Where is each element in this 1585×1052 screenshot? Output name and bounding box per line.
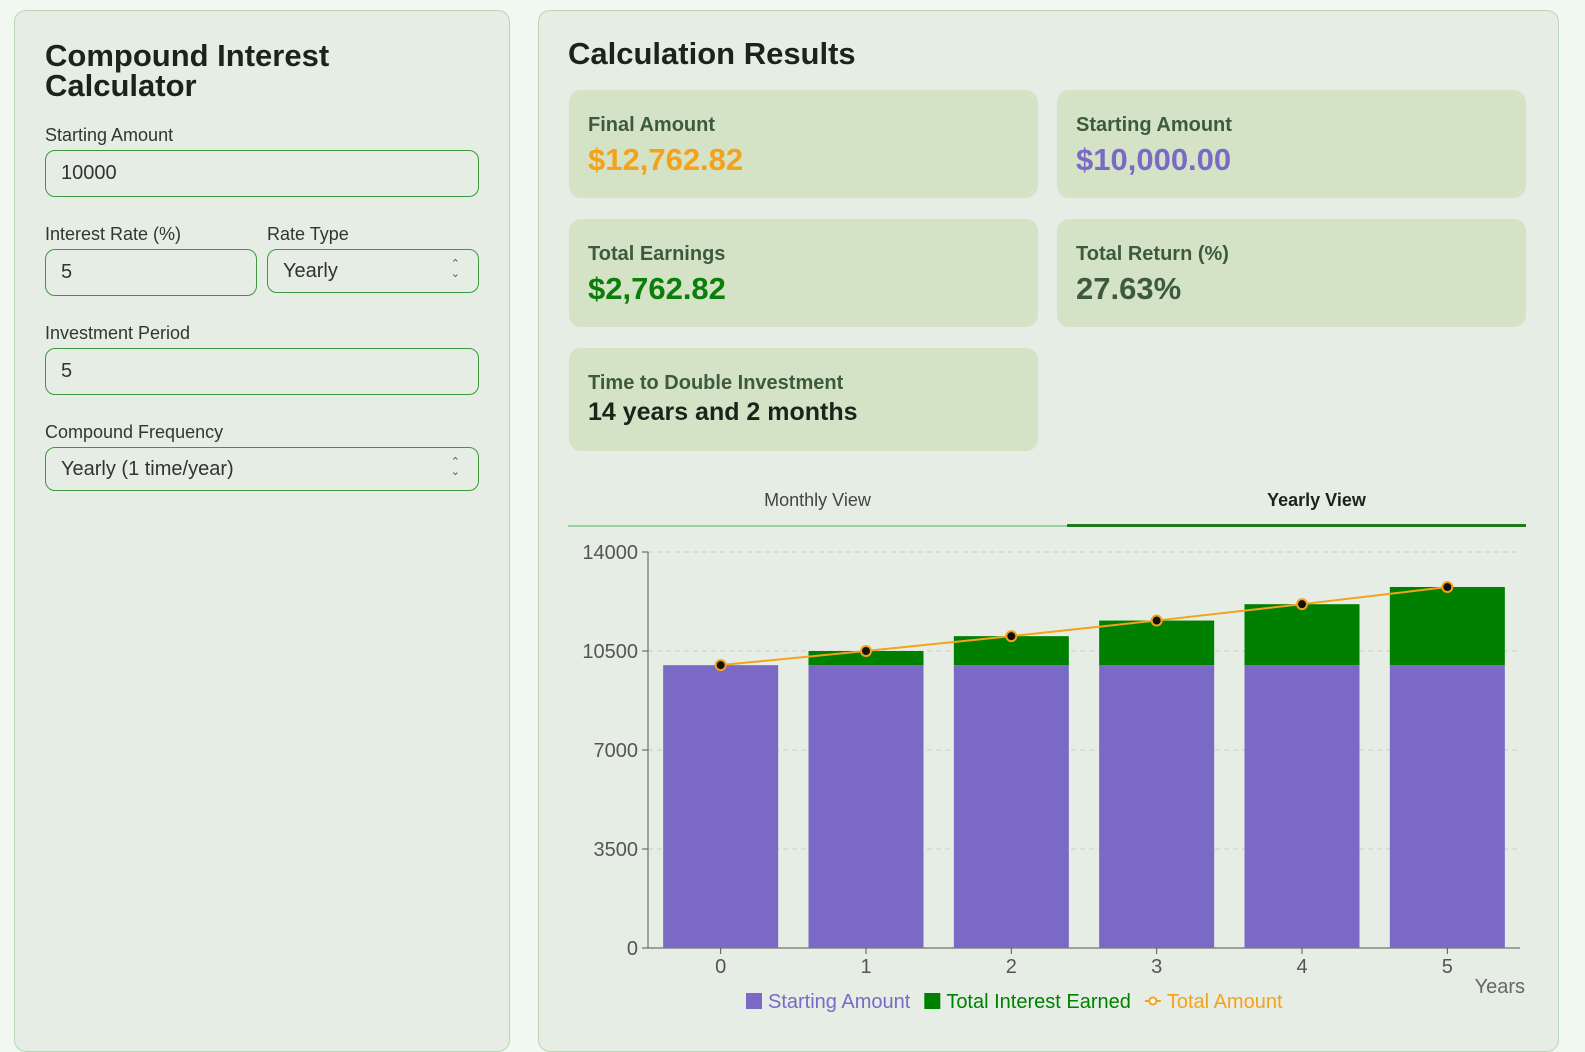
interest-rate-input[interactable]: 5 [45, 249, 257, 296]
legend-swatch [1148, 996, 1158, 1006]
card-label: Total Return (%) [1076, 243, 1229, 265]
bar-segment [1389, 665, 1505, 948]
bar-segment [1244, 604, 1360, 666]
x-tick-label: 5 [1442, 956, 1453, 978]
line [720, 586, 1448, 667]
card-label: Starting Amount [1076, 114, 1232, 136]
result-card: Total Return (%) 27.63% [1057, 219, 1526, 327]
y-tick-label: 7000 [594, 740, 639, 762]
line-point [714, 659, 727, 672]
card-value: $2,762.82 [588, 271, 726, 306]
bar-segment [1244, 665, 1360, 948]
y-tick-label: 0 [627, 938, 638, 960]
line-point [1296, 598, 1308, 611]
tab[interactable]: Yearly View [1267, 490, 1366, 510]
field-label: Compound Frequency [45, 422, 224, 442]
legend-label: Total Amount [1167, 991, 1283, 1013]
bar-segment [1099, 665, 1215, 948]
bar-segment [1389, 586, 1505, 666]
rate-type-select[interactable]: Yearly [267, 249, 479, 293]
tab-underline [568, 525, 1067, 527]
legend-swatch [746, 993, 762, 1009]
y-tick-label: 14000 [582, 542, 638, 564]
result-card: Time to Double Investment 14 years and 2 … [569, 348, 1038, 451]
legend-label: Total Interest Earned [946, 991, 1131, 1013]
bar-segment [1099, 620, 1215, 666]
field-label: Rate Type [267, 224, 349, 244]
x-axis-label: Years [1475, 976, 1525, 998]
card-label: Final Amount [588, 114, 716, 136]
card-value: 27.63% [1076, 271, 1182, 306]
line-point [1150, 614, 1163, 627]
bar-segment [808, 665, 924, 948]
x-tick-label: 4 [1296, 956, 1307, 978]
card-label: Total Earnings [588, 243, 726, 265]
x-tick-label: 2 [1006, 956, 1017, 978]
input-panel: Compound Interest Calculator Starting Am… [14, 10, 510, 1052]
investment-period-input[interactable]: 5 [45, 348, 479, 395]
tab-underline-active [1067, 524, 1526, 527]
field-label: Starting Amount [45, 125, 174, 145]
card-value: $12,762.82 [588, 142, 744, 177]
y-tick-label: 10500 [582, 641, 638, 663]
result-card: Final Amount $12,762.82 [569, 90, 1038, 198]
results-title: Calculation Results [568, 36, 856, 71]
line-point [860, 645, 872, 657]
compound-frequency-select[interactable]: Yearly (1 time/year) [45, 447, 479, 491]
line-point [1005, 630, 1018, 643]
bar-segment [663, 665, 779, 948]
legend-label: Starting Amount [768, 991, 911, 1013]
x-tick-label: 0 [715, 956, 726, 978]
x-tick-label: 1 [860, 956, 871, 978]
field-label: Investment Period [45, 323, 191, 343]
result-card: Starting Amount $10,000.00 [1057, 90, 1526, 198]
bar-segment [953, 665, 1069, 948]
card-value: 14 years and 2 months [588, 398, 858, 426]
line-point [1441, 580, 1454, 593]
tab[interactable]: Monthly View [764, 490, 871, 510]
y-tick-label: 3500 [594, 839, 639, 861]
result-card: Total Earnings $2,762.82 [569, 219, 1038, 327]
x-tick-label: 3 [1151, 956, 1162, 978]
starting-amount-input[interactable]: 10000 [45, 150, 479, 197]
card-label: Time to Double Investment [588, 372, 844, 394]
legend-swatch [924, 993, 941, 1009]
field-label: Interest Rate (%) [45, 224, 182, 244]
form-title: Compound Interest Calculator [45, 38, 330, 103]
card-value: $10,000.00 [1076, 142, 1232, 177]
